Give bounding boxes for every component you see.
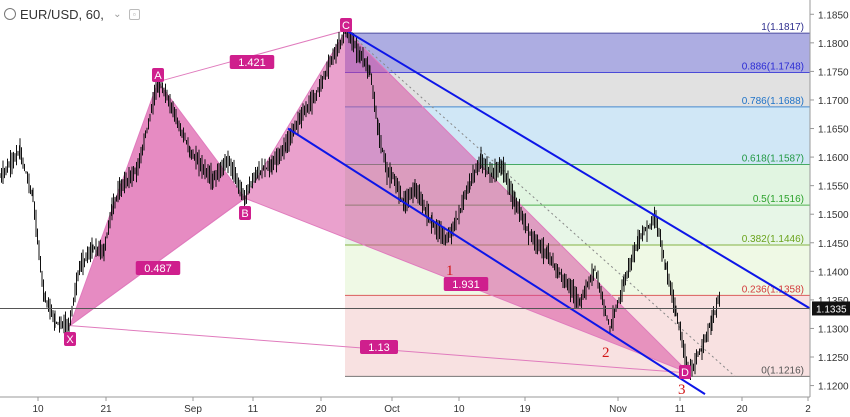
fib-level-label: 0.382(1.1446)	[742, 234, 804, 245]
pattern-point-marker[interactable]	[239, 206, 251, 220]
channel-upper-line[interactable]	[345, 29, 810, 310]
fib-level-label: 0.618(1.1587)	[742, 154, 804, 165]
ratio-badge[interactable]	[443, 277, 489, 291]
fib-level-label: 0.5(1.1516)	[753, 194, 804, 205]
pattern-xab-triangle[interactable]	[68, 80, 246, 327]
pattern-point-marker[interactable]	[64, 332, 76, 346]
settings-box-icon[interactable]: ▫	[128, 8, 140, 20]
symbol-status-icon	[4, 8, 16, 20]
ratio-badge[interactable]	[229, 55, 275, 69]
y-tick-label: 1.1600	[818, 153, 849, 164]
y-tick-label: 1.1550	[818, 182, 849, 193]
channel-lower-line[interactable]	[287, 127, 706, 395]
y-tick-label: 1.1200	[818, 382, 849, 393]
y-tick-label: 1.1800	[818, 39, 849, 50]
x-axis[interactable]: 10 21 Sep 11 20 Oct 10 19 Nov 11 20 2	[0, 396, 811, 415]
fib-zone	[345, 33, 810, 73]
last-price-label: 1.1335	[816, 304, 847, 315]
y-tick-label: 1.1450	[818, 239, 849, 250]
ratio-badge-label: 1.13	[368, 342, 389, 354]
x-tick-label: 20	[736, 404, 748, 415]
fib-level-label: 0.786(1.1688)	[742, 96, 804, 107]
fib-level-label: 0(1.1216)	[761, 365, 804, 376]
ratio-badge-label: 1.931	[452, 279, 480, 291]
pattern-point-marker[interactable]	[152, 68, 164, 82]
x-tick-label: 11	[248, 404, 259, 415]
x-tick-label: 2	[805, 404, 811, 415]
wave-label: 1	[446, 263, 454, 279]
x-tick-label: 19	[519, 404, 531, 415]
y-tick-label: 1.1750	[818, 67, 849, 78]
ratio-badge-label: 0.487	[144, 263, 172, 275]
x-tick-label: 10	[453, 404, 465, 415]
y-tick-label: 1.1500	[818, 210, 849, 221]
x-tick-label: Sep	[184, 404, 202, 415]
pattern-point-label: B	[241, 208, 248, 220]
fib-level-label: 0.886(1.1748)	[742, 62, 804, 73]
chevron-down-icon[interactable]: ⌄	[113, 8, 122, 20]
y-axis[interactable]: 1.1850 1.1800 1.1750 1.1700 1.1650 1.1600 1.15…	[809, 0, 850, 397]
pattern-point-label: C	[342, 20, 350, 32]
y-tick-label: 1.1400	[818, 267, 849, 278]
y-tick-label: 1.1250	[818, 353, 849, 364]
x-tick-label: 10	[32, 404, 44, 415]
pattern-point-marker[interactable]	[340, 18, 352, 32]
last-price-tag	[812, 301, 850, 316]
y-tick-label: 1.1650	[818, 125, 849, 136]
fib-trend-line	[345, 29, 736, 377]
ratio-badge-label: 1.421	[238, 57, 266, 69]
symbol-title: EUR/USD, 60,	[20, 6, 104, 22]
y-tick-label: 1.1700	[818, 96, 849, 107]
pattern-point-label: A	[154, 70, 162, 82]
plot-area[interactable]: 1(1.1817) 0.886(1.1748) 0.786(1.1688) 0.618…	[0, 18, 810, 398]
fib-level-label: 0.236(1.1358)	[742, 284, 804, 295]
pattern-point-label: X	[66, 334, 74, 346]
x-tick-label: 21	[100, 404, 112, 415]
y-tick-label: 1.1850	[818, 10, 849, 21]
pattern-point-label: D	[681, 367, 689, 379]
fib-zone	[345, 72, 810, 107]
price-series[interactable]	[0, 23, 720, 381]
pattern-point-marker[interactable]	[679, 365, 691, 379]
fib-level-label: 1(1.1817)	[761, 22, 804, 33]
x-tick-label: Oct	[384, 404, 400, 415]
x-tick-label: Nov	[609, 404, 627, 415]
y-tick-label: 1.1300	[818, 324, 849, 335]
x-tick-label: 11	[675, 404, 686, 415]
chart-header: EUR/USD, 60, ⌄ ▫	[4, 6, 140, 22]
ratio-badge[interactable]	[135, 261, 181, 275]
ratio-badge[interactable]	[360, 340, 398, 354]
wave-label: 3	[678, 382, 686, 398]
y-tick-label: 1.1350	[818, 296, 849, 307]
x-tick-label: 20	[315, 404, 327, 415]
wave-label: 2	[602, 345, 610, 361]
